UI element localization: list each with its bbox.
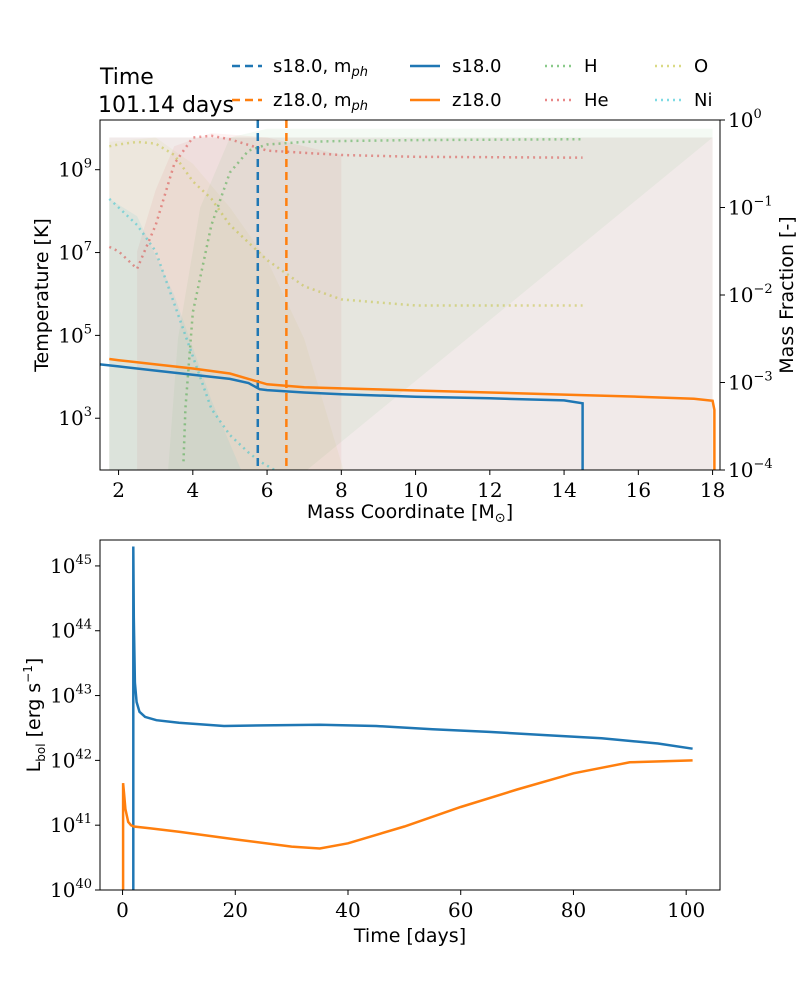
top-x-tick-label: 2 [112, 478, 125, 502]
luminosity-line-s18.0 [132, 546, 693, 890]
bottom-x-tick-label: 80 [561, 898, 586, 922]
legend-label-s-ph: s18.0, mph [273, 56, 368, 80]
bottom-x-tick-label: 40 [335, 898, 360, 922]
bottom-y-tick-label: 1042 [50, 747, 92, 772]
legend: s18.0, mph z18.0, mph s18.0 z18.0 H He O… [232, 56, 712, 114]
bottom-x-tick-label: 60 [448, 898, 473, 922]
top-y-right-axis-label: Mass Fraction [-] [776, 216, 798, 373]
top-x-tick-label: 12 [477, 478, 502, 502]
legend-label-Ni: Ni [694, 90, 712, 111]
fill-Ni [109, 198, 242, 470]
top-plot: 2 4 6 8 10 12 14 16 18 103 105 107 109 10−4 10−3 10−2 10… [31, 107, 798, 526]
top-yright-tick-label: 10−4 [728, 457, 773, 482]
luminosity-line-z18.0 [121, 759, 693, 890]
top-y-axis-label: Temperature [K] [31, 218, 53, 373]
top-y-tick-label: 109 [58, 157, 92, 182]
top-x-tick-label: 4 [186, 478, 199, 502]
legend-label-z-ph: z18.0, mph [273, 90, 368, 114]
temperature-line-s18.0 [100, 363, 584, 470]
bottom-y-tick-label: 1041 [50, 812, 92, 837]
bottom-x-tick-label: 100 [667, 898, 705, 922]
bottom-plot: 0 20 40 60 80 100 1040 1041 1042 1043 1044 1045 Time… [21, 539, 721, 947]
time-title: Time [99, 65, 154, 90]
top-x-axis-label: Mass Coordinate [M⊙] [307, 501, 513, 526]
legend-label-H: H [584, 56, 598, 77]
top-yright-tick-label: 10−1 [728, 195, 773, 220]
top-yright-tick-label: 100 [728, 107, 762, 132]
legend-label-O: O [694, 56, 708, 77]
abundance-line-H [182, 138, 583, 462]
top-x-tick-label: 18 [700, 478, 725, 502]
top-x-tick-label: 14 [551, 478, 576, 502]
bottom-plot-frame [99, 539, 721, 891]
bottom-y-tick-label: 1045 [50, 553, 92, 578]
abundance-line-Ni [108, 197, 276, 470]
fill-H [168, 128, 713, 470]
top-x-tick-label: 6 [261, 478, 274, 502]
bottom-y-tick-label: 1040 [50, 877, 92, 902]
top-x-tick-label: 8 [335, 478, 348, 502]
bottom-y-tick-label: 1044 [50, 618, 92, 643]
bottom-plot-area [121, 546, 693, 890]
top-yright-tick-label: 10−2 [728, 282, 773, 307]
abundance-line-He [108, 134, 583, 271]
top-x-tick-label: 16 [626, 478, 651, 502]
time-value: 101.14 days [98, 93, 234, 118]
top-plot-area [100, 120, 716, 470]
fill-envelope [109, 137, 713, 470]
top-y-tick-label: 103 [58, 405, 92, 430]
top-x-tick-label: 10 [403, 478, 428, 502]
legend-label-z: z18.0 [452, 90, 502, 111]
bottom-y-tick-label: 1043 [50, 683, 92, 708]
legend-label-s: s18.0 [452, 56, 501, 77]
bottom-x-axis-label: Time [days] [353, 925, 466, 947]
temperature-line-z18.0 [109, 357, 716, 470]
bottom-x-tick-label: 0 [116, 898, 129, 922]
bottom-x-tick-label: 20 [223, 898, 248, 922]
top-y-tick-label: 105 [58, 322, 92, 347]
top-y-tick-label: 107 [58, 240, 92, 265]
bottom-y-axis-label: Lbol [erg s−1] [21, 658, 48, 773]
legend-label-He: He [584, 90, 609, 111]
top-yright-tick-label: 10−3 [728, 370, 773, 395]
